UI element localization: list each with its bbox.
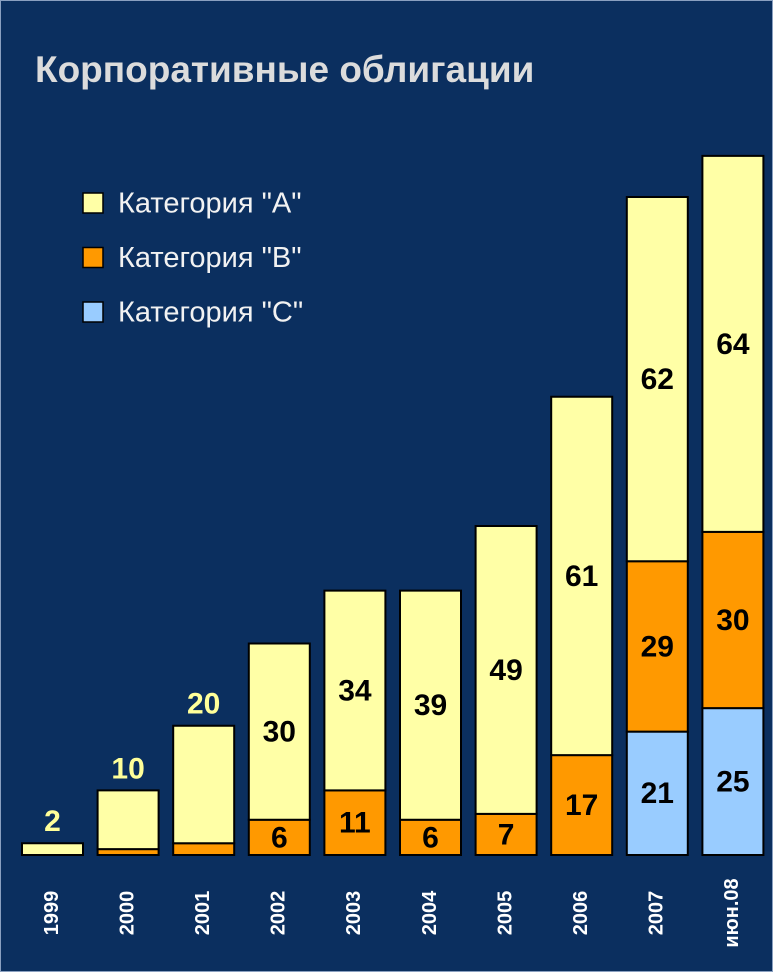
legend-label: Категория "C" <box>118 297 303 329</box>
value-label: 29 <box>641 630 674 663</box>
legend-label: Категория "B" <box>118 242 302 274</box>
bar-segment <box>247 642 311 821</box>
value-label: 21 <box>641 777 674 810</box>
bar-segment <box>399 589 462 821</box>
bar-segment <box>701 707 765 856</box>
value-label: 25 <box>716 765 749 798</box>
value-label: 30 <box>263 716 296 749</box>
value-label: 20 <box>187 688 220 721</box>
value-label: 10 <box>111 752 144 785</box>
chart-title: Корпоративные облигации <box>35 49 534 90</box>
value-label: 64 <box>716 328 750 361</box>
value-label: 6 <box>271 821 288 854</box>
x-tick-label: 1999 <box>41 891 63 936</box>
legend-swatch <box>82 192 104 214</box>
bar-segment <box>474 812 538 856</box>
value-label: 2 <box>44 805 61 838</box>
bar-segment <box>474 525 538 815</box>
bar-segment <box>625 730 689 856</box>
bar-segment <box>96 789 160 851</box>
x-tick-label: 2005 <box>494 891 516 936</box>
legend-swatch <box>82 301 104 323</box>
value-label: 17 <box>565 789 598 822</box>
x-tick-label: 2000 <box>116 891 138 936</box>
bar-segment <box>625 560 689 733</box>
bar-segment <box>172 842 236 856</box>
bar-segment <box>172 724 236 845</box>
bar-segment <box>21 842 84 856</box>
bar-segment <box>247 818 311 856</box>
value-label: 7 <box>498 818 515 851</box>
value-label: 61 <box>565 560 598 593</box>
bar-segment <box>323 589 387 792</box>
x-tick-label: 2006 <box>570 891 592 936</box>
x-tick-label: 2001 <box>192 891 214 936</box>
value-label: 30 <box>716 604 749 637</box>
bar-segment <box>701 154 765 533</box>
bar-segment <box>701 530 765 710</box>
value-label: 34 <box>338 674 372 707</box>
bar-segment <box>625 196 689 563</box>
x-tick-label: 2002 <box>268 891 290 936</box>
bar-segment <box>550 754 614 856</box>
value-label: 62 <box>641 363 674 396</box>
value-label: 6 <box>422 821 439 854</box>
x-tick-label: 2003 <box>343 891 365 936</box>
value-label: 49 <box>489 654 522 687</box>
x-tick-label: июн.08 <box>721 878 743 947</box>
legend-label: Категория "A" <box>118 188 302 220</box>
bar-segment <box>550 395 614 757</box>
x-tick-label: 2004 <box>419 890 441 935</box>
value-label: 39 <box>414 689 447 722</box>
value-label: 11 <box>339 807 371 840</box>
x-tick-label: 2007 <box>646 891 668 936</box>
legend-swatch <box>82 246 104 269</box>
